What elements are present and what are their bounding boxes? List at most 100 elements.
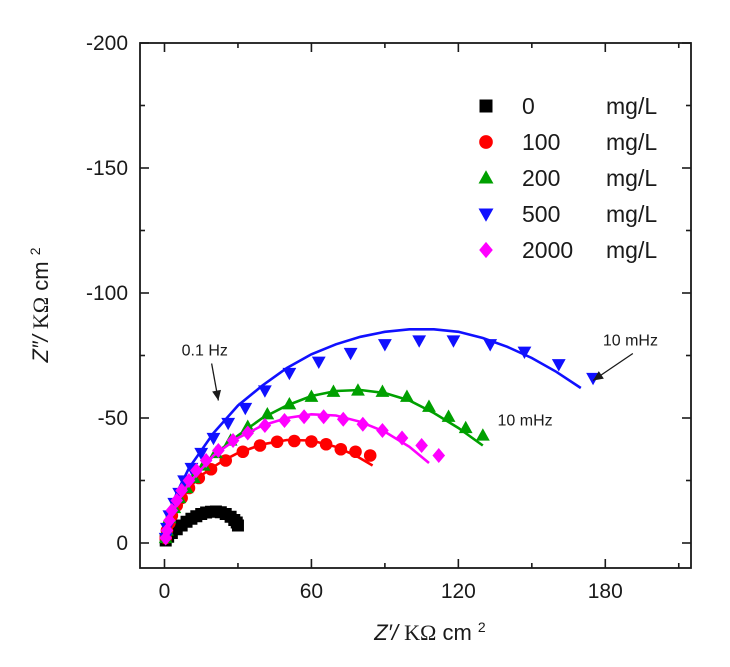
data-point-0-17 [231, 519, 244, 532]
data-point-2000-18 [376, 423, 389, 438]
data-point-2000-10 [226, 433, 240, 448]
data-point-500-18 [483, 339, 498, 352]
data-point-2000-4 [170, 493, 184, 508]
plot-frame [139, 42, 692, 569]
data-point-500-20 [551, 359, 566, 372]
data-point-500-12 [282, 367, 297, 381]
data-point-2000-5 [175, 483, 188, 498]
x-axis-title-suffix: cm [442, 620, 471, 645]
data-point-200-12 [282, 397, 297, 410]
data-point-2000-19 [395, 430, 409, 446]
data-point-100-11 [253, 439, 267, 452]
legend-series-name: 200 [522, 165, 560, 191]
axis-ticks: 0 60 120 180 0 -50 -100 -150 -200 [86, 32, 691, 603]
data-point-2000-8 [199, 453, 213, 468]
data-point-200-20 [458, 420, 473, 434]
data-point-2000-13 [278, 413, 291, 428]
legend-marker-2000 [479, 241, 493, 259]
legend-series-name: 0 [522, 93, 535, 119]
x-tick-label: 120 [441, 580, 476, 603]
data-point-200-15 [351, 383, 365, 396]
legend-marker-0 [479, 99, 493, 113]
x-axis-title-prefix: Z′/ [373, 620, 400, 645]
x-axis-title-unit: KΩ [404, 620, 436, 645]
data-point-500-11 [257, 385, 272, 398]
data-point-100-16 [334, 442, 348, 456]
data-point-2000-7 [190, 463, 203, 478]
data-point-2000-6 [182, 473, 196, 488]
y-axis-title: Z″/ KΩ cm 2 [27, 247, 53, 363]
fit-line-500 [163, 328, 582, 544]
x-tick-label: 60 [300, 580, 323, 603]
data-point-200-21 [475, 428, 490, 441]
data-point-2000-3 [165, 503, 179, 518]
frequency-arrowhead-0 [212, 389, 222, 401]
data-point-2000-9 [212, 443, 225, 458]
data-point-2000-12 [258, 418, 272, 433]
frequency-label-1: 10 mHz [498, 413, 553, 430]
data-point-200-19 [441, 409, 456, 422]
data-point-100-13 [287, 434, 301, 448]
data-point-200-18 [422, 399, 436, 412]
data-point-500-15 [377, 339, 392, 352]
plot-marks [158, 328, 600, 547]
data-point-200-16 [375, 384, 390, 397]
legend-marker-200 [478, 170, 494, 184]
data-point-500-14 [343, 347, 358, 361]
data-point-100-17 [349, 445, 362, 459]
data-point-100-12 [270, 435, 284, 449]
legend-series-name: 100 [522, 129, 560, 155]
data-point-200-14 [326, 384, 341, 397]
legend-marker-100 [479, 135, 493, 149]
y-tick-label: -50 [98, 407, 128, 430]
y-axis-title-prefix: Z″/ [28, 333, 53, 363]
data-point-2000-14 [297, 409, 311, 425]
data-point-500-7 [194, 447, 209, 461]
legend-series-unit: mg/L [606, 237, 657, 263]
y-tick-label: -150 [86, 157, 128, 180]
data-point-2000-0 [159, 530, 173, 546]
legend-series-unit: mg/L [606, 201, 657, 227]
frequency-label-2: 10 mHz [603, 333, 658, 350]
data-point-500-8 [206, 432, 221, 446]
data-point-100-15 [319, 437, 333, 451]
y-tick-label: -200 [86, 32, 128, 55]
data-point-2000-21 [432, 448, 446, 463]
data-point-2000-15 [317, 409, 330, 425]
legend-marker-500 [478, 208, 494, 222]
legend-series-name: 2000 [522, 237, 573, 263]
data-point-2000-11 [241, 425, 255, 441]
data-point-2000-16 [336, 411, 350, 427]
y-axis-title-unit: KΩ [28, 297, 53, 329]
data-point-500-9 [221, 417, 236, 431]
data-point-200-11 [260, 407, 275, 420]
data-point-2000-17 [356, 416, 370, 432]
y-axis-title-suffix: cm [28, 261, 53, 290]
data-point-2000-20 [415, 438, 428, 453]
legend-series-unit: mg/L [606, 165, 657, 191]
frequency-arrowhead-2 [593, 371, 604, 381]
data-point-500-13 [311, 356, 326, 369]
legend-series-unit: mg/L [606, 93, 657, 119]
data-point-500-16 [412, 335, 427, 348]
y-tick-label: 0 [116, 532, 128, 555]
data-point-100-9 [219, 454, 233, 467]
x-axis-title: Z′/ KΩ cm 2 [373, 619, 486, 645]
frequency-annotations: 0.1 Hz 10 mHz 10 mHz [182, 333, 658, 430]
legend: 0 mg/L 100 mg/L 200 mg/L 500 mg/L 2000 mg/L [478, 93, 657, 263]
data-point-200-13 [304, 389, 319, 402]
x-tick-label: 0 [159, 580, 171, 603]
x-axis-title-sup: 2 [478, 619, 486, 635]
data-point-500-19 [517, 346, 532, 359]
legend-series-unit: mg/L [606, 129, 657, 155]
data-point-100-18 [363, 449, 377, 462]
data-point-100-14 [305, 435, 318, 448]
y-axis-title-sup: 2 [27, 247, 43, 255]
legend-series-name: 500 [522, 201, 560, 227]
data-point-500-17 [446, 335, 461, 348]
y-tick-label: -100 [86, 282, 128, 305]
x-tick-label: 180 [588, 580, 623, 603]
data-point-100-10 [236, 445, 250, 459]
data-point-200-17 [400, 389, 414, 402]
